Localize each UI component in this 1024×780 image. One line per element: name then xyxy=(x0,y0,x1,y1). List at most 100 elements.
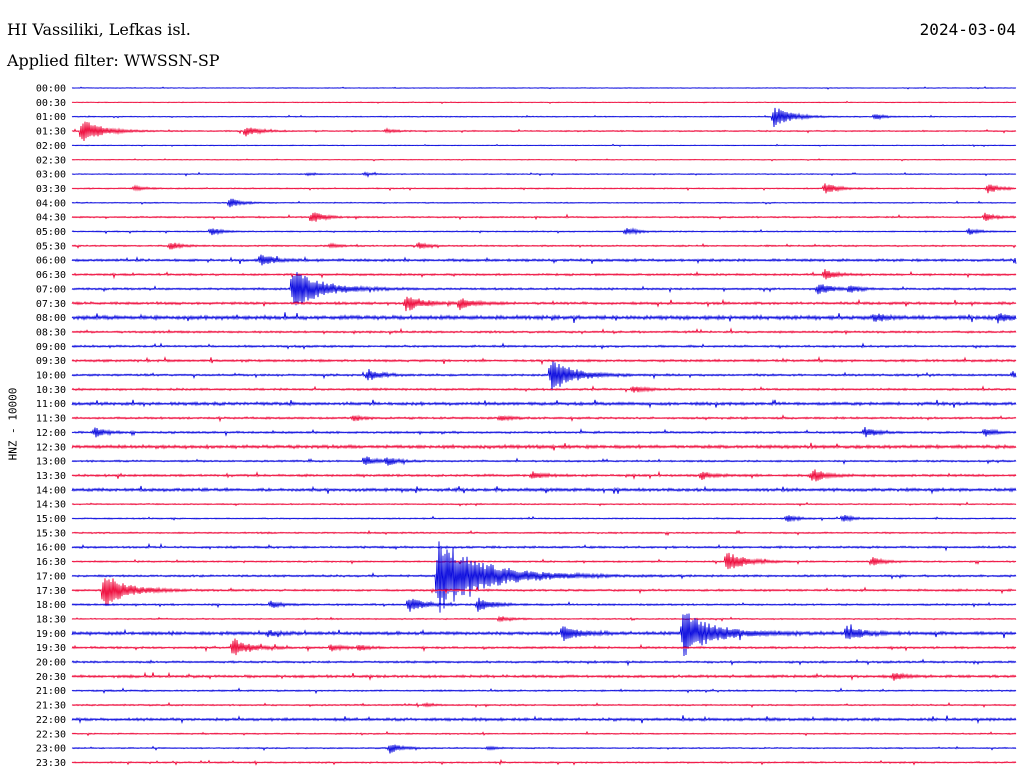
time-label-1130: 11:30 xyxy=(36,414,66,425)
trace-1230 xyxy=(71,442,1017,451)
time-label-0500: 05:00 xyxy=(36,227,66,238)
time-label-0700: 07:00 xyxy=(36,284,66,295)
time-label-1600: 16:00 xyxy=(36,543,66,554)
time-label-2300: 23:00 xyxy=(36,744,66,755)
time-label-1430: 14:30 xyxy=(36,500,66,511)
trace-1930 xyxy=(71,638,1017,656)
time-label-2230: 22:30 xyxy=(36,729,66,740)
date-label: 2024-03-04 xyxy=(919,20,1016,39)
filter-label: Applied filter: WWSSN-SP xyxy=(7,51,220,70)
trace-2100 xyxy=(71,687,1017,695)
trace-1700 xyxy=(71,541,1017,613)
time-label-1100: 11:00 xyxy=(36,399,66,410)
trace-0400 xyxy=(71,198,1017,208)
trace-2030 xyxy=(71,671,1017,681)
time-label-1700: 17:00 xyxy=(36,571,66,582)
time-label-0130: 01:30 xyxy=(36,127,66,138)
trace-1830 xyxy=(71,615,1017,623)
trace-0530 xyxy=(71,242,1017,250)
trace-0130 xyxy=(71,121,1017,141)
time-label-0530: 05:30 xyxy=(36,241,66,252)
time-label-0030: 00:30 xyxy=(36,98,66,109)
trace-0300 xyxy=(71,171,1017,178)
time-label-1330: 13:30 xyxy=(36,471,66,482)
time-label-0300: 03:00 xyxy=(36,170,66,181)
trace-1130 xyxy=(71,414,1017,423)
trace-1730 xyxy=(71,578,1017,606)
time-label-0600: 06:00 xyxy=(36,256,66,267)
trace-0430 xyxy=(71,212,1017,222)
trace-0330 xyxy=(71,183,1017,194)
time-label-0730: 07:30 xyxy=(36,299,66,310)
time-label-1900: 19:00 xyxy=(36,629,66,640)
time-label-1830: 18:30 xyxy=(36,614,66,625)
trace-1100 xyxy=(71,399,1017,409)
time-label-0930: 09:30 xyxy=(36,356,66,367)
trace-0230 xyxy=(71,158,1017,162)
trace-2130 xyxy=(71,701,1017,709)
trace-1900 xyxy=(71,613,1017,657)
time-label-1500: 15:00 xyxy=(36,514,66,525)
time-label-1730: 17:30 xyxy=(36,586,66,597)
time-axis-labels: 00:00 00:30 01:00 01:30 02:00 02:30 03:00 03:30… xyxy=(36,84,66,769)
trace-1800 xyxy=(71,597,1017,612)
trace-2000 xyxy=(71,658,1017,667)
trace-1630 xyxy=(71,552,1017,570)
trace-2300 xyxy=(71,744,1017,754)
time-label-1230: 12:30 xyxy=(36,442,66,453)
trace-0900 xyxy=(71,342,1017,350)
time-label-0630: 06:30 xyxy=(36,270,66,281)
time-label-2330: 23:30 xyxy=(36,758,66,769)
time-label-1530: 15:30 xyxy=(36,528,66,539)
trace-1200 xyxy=(71,427,1017,438)
trace-0100 xyxy=(71,107,1017,127)
trace-1430 xyxy=(71,501,1017,507)
trace-1330 xyxy=(71,469,1017,482)
time-label-0000: 00:00 xyxy=(36,84,66,95)
trace-0800 xyxy=(71,312,1017,324)
trace-1300 xyxy=(71,456,1017,466)
time-label-0900: 09:00 xyxy=(36,342,66,353)
trace-0030 xyxy=(71,100,1017,105)
time-label-1400: 14:00 xyxy=(36,485,66,496)
time-label-1200: 12:00 xyxy=(36,428,66,439)
trace-1500 xyxy=(71,514,1017,523)
time-label-1300: 13:00 xyxy=(36,457,66,468)
trace-1400 xyxy=(71,485,1017,495)
trace-0500 xyxy=(71,227,1017,236)
trace-0600 xyxy=(71,254,1017,266)
time-label-0200: 02:00 xyxy=(36,141,66,152)
trace-2330 xyxy=(71,758,1017,766)
time-label-0100: 01:00 xyxy=(36,112,66,123)
trace-0200 xyxy=(71,143,1017,148)
trace-0000 xyxy=(71,86,1017,90)
trace-1030 xyxy=(71,385,1017,393)
time-label-2130: 21:30 xyxy=(36,701,66,712)
time-label-1000: 10:00 xyxy=(36,371,66,382)
trace-0630 xyxy=(71,269,1017,280)
time-label-0230: 02:30 xyxy=(36,155,66,166)
trace-1600 xyxy=(71,542,1017,552)
time-label-0830: 08:30 xyxy=(36,327,66,338)
trace-1000 xyxy=(71,361,1017,391)
time-label-0330: 03:30 xyxy=(36,184,66,195)
trace-2230 xyxy=(71,730,1017,737)
time-label-1930: 19:30 xyxy=(36,643,66,654)
trace-2200 xyxy=(71,715,1017,725)
seismic-traces xyxy=(71,86,1017,766)
time-label-1630: 16:30 xyxy=(36,557,66,568)
time-label-2000: 20:00 xyxy=(36,658,66,669)
trace-1530 xyxy=(71,529,1017,537)
time-label-2200: 22:00 xyxy=(36,715,66,726)
trace-0700 xyxy=(71,272,1017,306)
time-label-2100: 21:00 xyxy=(36,686,66,697)
trace-0830 xyxy=(71,327,1017,336)
time-label-1800: 18:00 xyxy=(36,600,66,611)
time-label-0430: 04:30 xyxy=(36,213,66,224)
station-title: HI Vassiliki, Lefkas isl. xyxy=(7,20,191,39)
time-label-0800: 08:00 xyxy=(36,313,66,324)
trace-0730 xyxy=(71,296,1017,312)
time-label-1030: 10:30 xyxy=(36,385,66,396)
time-label-0400: 04:00 xyxy=(36,198,66,209)
time-label-2030: 20:30 xyxy=(36,672,66,683)
